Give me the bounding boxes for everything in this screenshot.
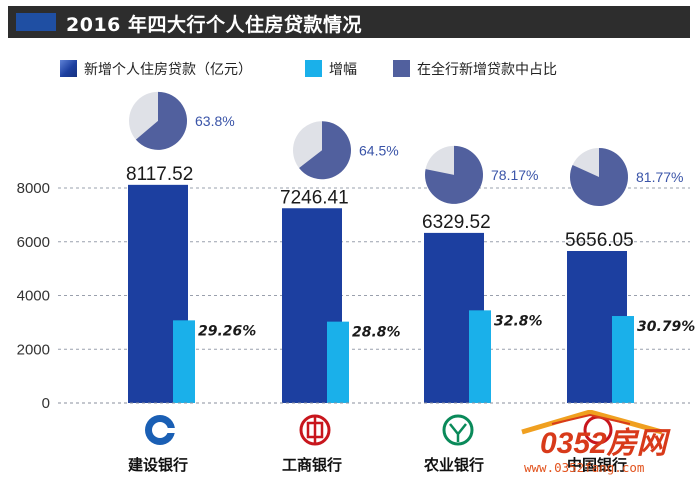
value-label: 5656.05 [565, 230, 634, 251]
y-tick-label: 4000 [17, 288, 50, 305]
title-bar: 2016 年四大行个人住房贷款情况 [8, 6, 690, 38]
share-label: 78.17% [491, 167, 538, 183]
y-tick-label: 2000 [17, 341, 50, 358]
watermark: 0352房网 www.0352fang.com [512, 410, 692, 480]
value-label: 7246.41 [280, 187, 349, 208]
ccb-logo-inner [152, 422, 168, 438]
category-label: 建设银行 [128, 456, 188, 474]
watermark-house-icon [521, 410, 663, 435]
abc-logo-inner [449, 423, 467, 442]
y-tick-label: 8000 [17, 180, 50, 197]
growth-bar [327, 321, 349, 403]
category-label: 农业银行 [423, 456, 484, 474]
category-label: 工商银行 [282, 456, 342, 474]
ccb-logo-cut [161, 428, 175, 433]
share-label: 64.5% [359, 142, 399, 158]
legend-label-share: 在全行新增贷款中占比 [417, 62, 557, 78]
abc-logo-icon [442, 414, 474, 446]
legend-swatch-loans [60, 60, 77, 77]
watermark-sub: www.0352fang.com [524, 460, 645, 475]
share-label: 63.8% [195, 113, 235, 129]
share-label: 81.77% [636, 169, 683, 185]
share-pie-slice [424, 145, 483, 204]
growth-bar [173, 320, 195, 403]
legend-label-loans: 新增个人住房贷款（亿元） [84, 62, 252, 78]
y-tick-label: 6000 [17, 234, 50, 251]
share-pie-slice [299, 121, 351, 180]
value-label: 8117.52 [126, 164, 193, 185]
growth-label: 29.26% [198, 323, 256, 339]
growth-label: 28.8% [352, 325, 401, 341]
value-label: 6329.52 [422, 212, 491, 233]
category-label: 中国银行 [567, 456, 627, 474]
title-accent [16, 13, 56, 31]
legend-swatch-share [393, 60, 410, 77]
chart-title: 2016 年四大行个人住房贷款情况 [66, 14, 362, 36]
share-pie-slice [570, 147, 629, 206]
legend-swatch-growth [305, 60, 322, 77]
growth-label: 30.79% [637, 319, 695, 335]
growth-label: 32.8% [494, 313, 543, 329]
share-pie-slice [135, 91, 188, 150]
growth-bar [612, 316, 634, 403]
y-tick-label: 0 [42, 395, 50, 412]
growth-bar [469, 310, 491, 403]
watermark-text: 0352房网 [540, 427, 667, 460]
legend-label-growth: 增幅 [329, 62, 357, 78]
